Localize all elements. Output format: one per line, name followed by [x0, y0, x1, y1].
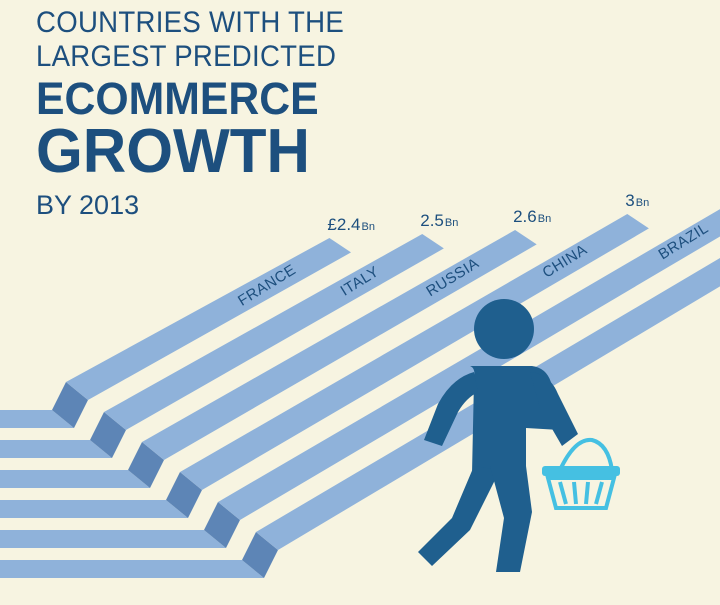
person-front-arm — [530, 372, 578, 446]
labels-layer: FRANCE£2.4BnITALY2.5BnRUSSIA2.6BnCHINA3B… — [235, 191, 712, 310]
ribbons-layer — [0, 209, 720, 578]
walking-person-icon — [418, 299, 578, 572]
title-line-2: LARGEST PREDICTED — [36, 40, 337, 73]
ribbon-brazil — [0, 209, 720, 548]
value-label: £2.4Bn — [327, 215, 375, 234]
title-line-3: ECOMMERCE — [36, 73, 319, 124]
ribbon-france — [0, 238, 352, 428]
person-back-leg — [418, 466, 500, 566]
title-line-4: GROWTH — [36, 117, 310, 186]
shopping-basket-icon — [542, 437, 620, 510]
person-back-arm — [424, 372, 478, 446]
person-head — [474, 299, 534, 359]
value-label: 2.5Bn — [420, 211, 458, 230]
title-line-1: COUNTRIES WITH THE — [36, 6, 345, 39]
value-label: 2.6Bn — [513, 207, 551, 226]
chart-title: COUNTRIES WITH THE LARGEST PREDICTED ECO… — [36, 6, 371, 222]
title-line-5: BY 2013 — [36, 190, 140, 220]
ribbon-china — [0, 214, 649, 518]
person-front-leg — [490, 466, 532, 572]
ribbon-russia — [0, 230, 537, 488]
ribbon-italy — [0, 234, 444, 458]
value-label: 3Bn — [625, 191, 649, 210]
